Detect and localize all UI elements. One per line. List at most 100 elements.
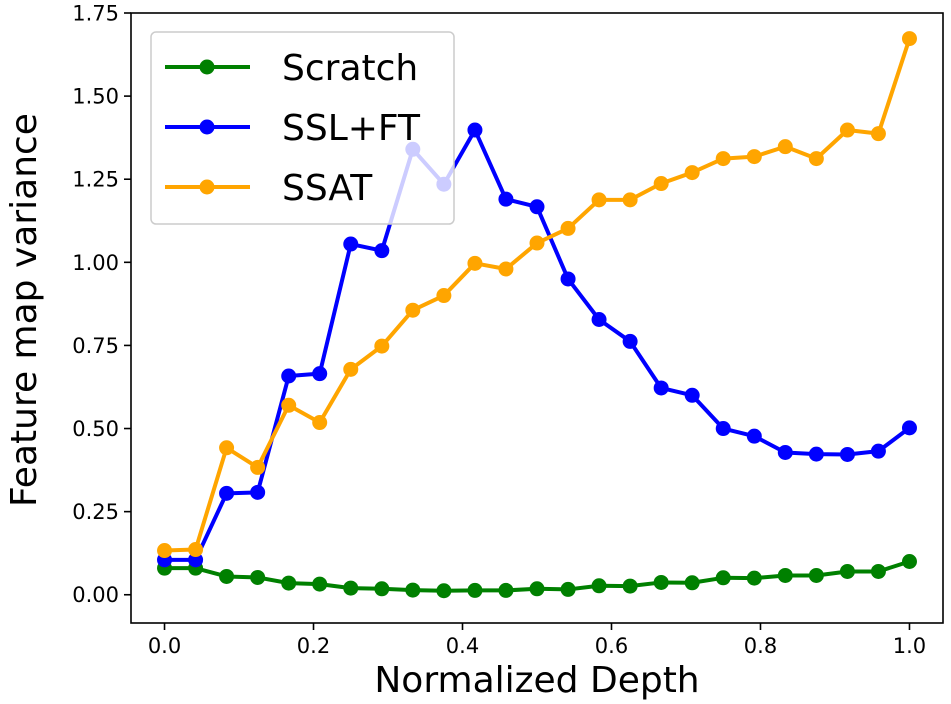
legend-label: SSAT [282,168,373,209]
data-point [219,485,235,501]
data-point [467,582,483,598]
data-point [188,542,204,558]
data-point [653,176,669,192]
data-point [250,569,266,585]
data-point [343,236,359,252]
data-point [374,243,390,259]
data-point [777,567,793,583]
legend-item: SSAT [165,168,373,209]
data-point [498,261,514,277]
data-point [715,421,731,437]
data-point [498,191,514,207]
data-point [188,552,204,568]
data-point [281,397,297,413]
data-point [467,255,483,271]
data-point [777,444,793,460]
series-scratch [157,554,917,599]
data-point [839,446,855,462]
data-point [219,440,235,456]
y-tick-label: 0.25 [72,500,119,524]
data-point [684,165,700,181]
data-point [777,139,793,155]
data-point [343,580,359,596]
data-point [622,192,638,208]
x-tick-label: 0.0 [148,634,181,658]
legend-marker [199,179,215,195]
data-point [281,368,297,384]
data-point [591,311,607,327]
data-point [591,578,607,594]
data-point [622,333,638,349]
data-point [808,151,824,167]
data-point [219,568,235,584]
data-point [405,582,421,598]
data-point [529,199,545,215]
data-point [870,443,886,459]
y-tick-label: 1.25 [72,168,119,192]
y-tick-label: 1.75 [72,2,119,26]
data-point [684,387,700,403]
data-point [715,570,731,586]
data-point [746,570,762,586]
plot-area-border [130,12,944,624]
data-point [312,415,328,431]
legend: Scratch SSL+FT SSAT [150,31,455,225]
data-point [374,581,390,597]
data-point [746,428,762,444]
data-point [653,380,669,396]
data-point [529,235,545,251]
data-point [498,582,514,598]
legend-label: Scratch [282,48,418,89]
x-tick-label: 1.0 [893,634,926,658]
data-point [436,583,452,599]
data-point [250,484,266,500]
data-point [808,446,824,462]
legend-marker [199,59,215,75]
data-point [746,149,762,165]
data-point [281,575,297,591]
data-point [591,192,607,208]
legend-item: Scratch [165,48,418,89]
legend-marker [199,119,215,135]
legend-box [150,31,455,225]
y-tick-label: 0.50 [72,417,119,441]
data-point [901,420,917,436]
axes-frame [130,12,944,624]
data-point [405,302,421,318]
x-tick-label: 0.6 [595,634,628,658]
x-tick-label: 0.4 [446,634,479,658]
data-point [529,581,545,597]
x-tick-label: 0.8 [744,634,777,658]
legend-item: SSL+FT [165,108,421,149]
data-point [870,126,886,142]
data-point [560,581,576,597]
data-point [560,271,576,287]
legend-label: SSL+FT [282,108,421,149]
data-point [157,543,173,559]
data-point [343,361,359,377]
y-tick-label: 1.00 [72,251,119,275]
data-point [436,288,452,304]
data-point [839,563,855,579]
data-point [808,567,824,583]
y-axis-ticks: 0.00 0.25 0.50 0.75 1.00 1.25 1.50 1.75 [72,2,131,607]
data-point [560,220,576,236]
y-tick-label: 0.00 [72,583,119,607]
data-point [622,578,638,594]
x-tick-label: 0.2 [297,634,330,658]
data-point [684,575,700,591]
data-point [901,554,917,570]
data-point [901,31,917,47]
data-point [653,574,669,590]
data-point [870,563,886,579]
data-point [312,366,328,382]
data-point [250,459,266,475]
data-point [715,151,731,167]
data-point [312,576,328,592]
x-axis-ticks: 0.0 0.2 0.4 0.6 0.8 1.0 [148,623,926,658]
y-tick-label: 0.75 [72,334,119,358]
y-axis-label: Feature map variance [4,113,45,507]
data-point [839,122,855,138]
x-axis-label: Normalized Depth [374,660,699,701]
